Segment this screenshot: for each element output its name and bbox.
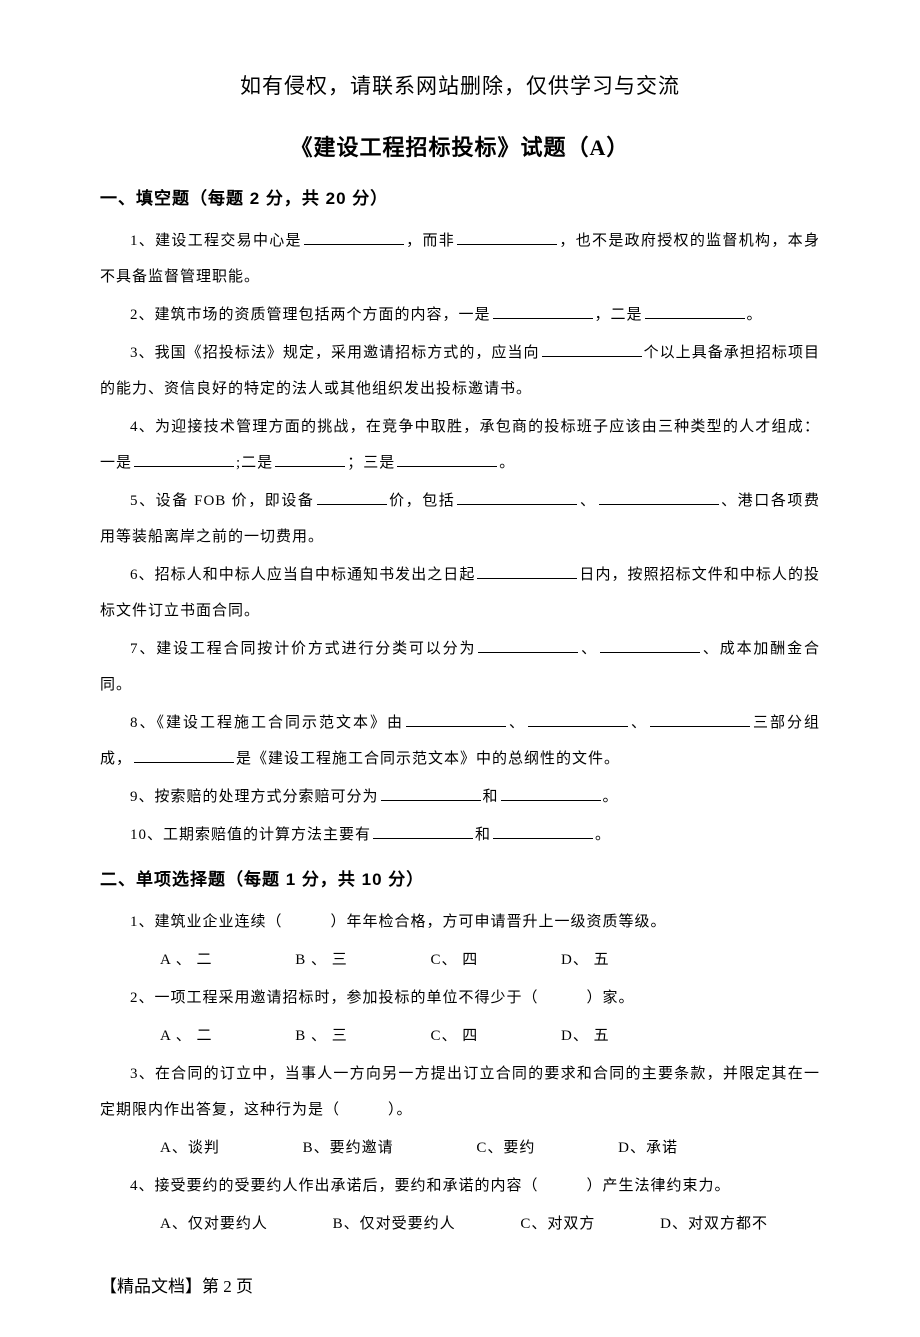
blank <box>134 452 234 467</box>
q5-text-b: 价，包括 <box>389 493 456 509</box>
q9-text-c: 。 <box>603 789 619 805</box>
q5-text-a: 5、设备 FOB 价，即设备 <box>130 493 315 509</box>
blank <box>493 304 593 319</box>
blank <box>542 342 642 357</box>
blank <box>528 712 628 727</box>
q7-text-a: 7、建设工程合同按计价方式进行分类可以分为 <box>130 641 476 657</box>
choice-d: D、 五 <box>531 1018 610 1054</box>
s2-q1: 1、建筑业企业连续（ ）年年检合格，方可申请晋升上一级资质等级。 <box>100 904 820 940</box>
blank <box>477 564 577 579</box>
q4-text-b: ;二是 <box>236 455 273 471</box>
choice-a: A 、 二 <box>130 942 213 978</box>
s2-q1-choices: A 、 二 B 、 三 C、 四 D、 五 <box>100 942 820 978</box>
choice-a: A、仅对要约人 <box>130 1206 268 1242</box>
q2: 2、建筑市场的资质管理包括两个方面的内容，一是 ，二是 。 <box>100 297 820 333</box>
q5: 5、设备 FOB 价，即设备价，包括、、港口各项费用等装船离岸之前的一切费用。 <box>100 483 820 555</box>
copyright-notice: 如有侵权，请联系网站删除，仅供学习与交流 <box>100 70 820 100</box>
blank <box>397 452 497 467</box>
q8-text-b: 、 <box>508 715 526 731</box>
q8-text-a: 8、《建设工程施工合同示范文本》由 <box>130 715 404 731</box>
blank <box>304 230 404 245</box>
choice-b: B 、 三 <box>265 1018 348 1054</box>
choice-d: D、 五 <box>531 942 610 978</box>
q8-text-c: 、 <box>630 715 648 731</box>
q2-text-a: 2、建筑市场的资质管理包括两个方面的内容，一是 <box>130 307 491 323</box>
s2-q4: 4、接受要约的受要约人作出承诺后，要约和承诺的内容（ ）产生法律约束力。 <box>100 1168 820 1204</box>
choice-d: D、对双方都不 <box>630 1206 768 1242</box>
choice-c: C、 四 <box>401 942 479 978</box>
q2-text-c: 。 <box>747 307 763 323</box>
section-1-body: 1、建设工程交易中心是，而非，也不是政府授权的监督机构，本身不具备监督管理职能。… <box>100 223 820 853</box>
choice-b: B、仅对受要约人 <box>303 1206 456 1242</box>
choice-b: B、要约邀请 <box>273 1130 394 1166</box>
choice-b: B 、 三 <box>265 942 348 978</box>
choice-c: C、 四 <box>401 1018 479 1054</box>
s2-q2: 2、一项工程采用邀请招标时，参加投标的单位不得少于（ ）家。 <box>100 980 820 1016</box>
blank <box>650 712 750 727</box>
q10-text-b: 和 <box>475 827 491 843</box>
blank <box>457 490 577 505</box>
q9: 9、按索赔的处理方式分索赔可分为 和 。 <box>100 779 820 815</box>
blank <box>406 712 506 727</box>
blank <box>599 490 719 505</box>
blank <box>457 230 557 245</box>
section-2-heading: 二、单项选择题（每题 1 分，共 10 分） <box>100 865 820 890</box>
q1: 1、建设工程交易中心是，而非，也不是政府授权的监督机构，本身不具备监督管理职能。 <box>100 223 820 295</box>
q8: 8、《建设工程施工合同示范文本》由、、三部分组成，是《建设工程施工合同示范文本》… <box>100 705 820 777</box>
q10-text-c: 。 <box>595 827 611 843</box>
choice-d: D、承诺 <box>588 1130 678 1166</box>
choice-c: C、要约 <box>446 1130 535 1166</box>
blank <box>373 824 473 839</box>
q7: 7、建设工程合同按计价方式进行分类可以分为、、成本加酬金合同。 <box>100 631 820 703</box>
section-1-heading: 一、填空题（每题 2 分，共 20 分） <box>100 184 820 209</box>
q6-text-a: 6、招标人和中标人应当自中标通知书发出之日起 <box>130 567 475 583</box>
q3-text-a: 3、我国《招投标法》规定，采用邀请招标方式的，应当向 <box>130 345 540 361</box>
blank <box>501 786 601 801</box>
q7-text-b: 、 <box>580 641 598 657</box>
blank <box>600 638 700 653</box>
q10: 10、工期索赔值的计算方法主要有 和 。 <box>100 817 820 853</box>
s2-q2-choices: A 、 二 B 、 三 C、 四 D、 五 <box>100 1018 820 1054</box>
s2-q3: 3、在合同的订立中，当事人一方向另一方提出订立合同的要求和合同的主要条款，并限定… <box>100 1056 820 1128</box>
q9-text-b: 和 <box>483 789 499 805</box>
section-2-body: 1、建筑业企业连续（ ）年年检合格，方可申请晋升上一级资质等级。 A 、 二 B… <box>100 904 820 1242</box>
q10-text-a: 10、工期索赔值的计算方法主要有 <box>130 827 371 843</box>
choice-a: A、谈判 <box>130 1130 220 1166</box>
s2-q3-choices: A、谈判 B、要约邀请 C、要约 D、承诺 <box>100 1130 820 1166</box>
blank <box>381 786 481 801</box>
q2-text-b: ，二是 <box>595 307 643 323</box>
exam-title: 《建设工程招标投标》试题（A） <box>100 130 820 162</box>
page-footer: 【精品文档】第 2 页 <box>100 1272 820 1297</box>
q4-text-c: ；三是 <box>347 455 395 471</box>
q1-text-a: 1、建设工程交易中心是 <box>130 233 302 249</box>
s2-q4-choices: A、仅对要约人 B、仅对受要约人 C、对双方 D、对双方都不 <box>100 1206 820 1242</box>
q3: 3、我国《招投标法》规定，采用邀请招标方式的，应当向个以上具备承担招标项目的能力… <box>100 335 820 407</box>
q8-text-e: 是《建设工程施工合同示范文本》中的总纲性的文件。 <box>236 751 620 767</box>
choice-c: C、对双方 <box>490 1206 595 1242</box>
blank <box>478 638 578 653</box>
blank <box>493 824 593 839</box>
q4-text-d: 。 <box>499 455 515 471</box>
document-page: 如有侵权，请联系网站删除，仅供学习与交流 《建设工程招标投标》试题（A） 一、填… <box>0 0 920 1337</box>
q1-text-b: ，而非 <box>406 233 455 249</box>
choice-a: A 、 二 <box>130 1018 213 1054</box>
blank <box>317 490 387 505</box>
q4: 4、为迎接技术管理方面的挑战，在竞争中取胜，承包商的投标班子应该由三种类型的人才… <box>100 409 820 481</box>
blank <box>134 748 234 763</box>
q5-text-c: 、 <box>579 493 596 509</box>
q6: 6、招标人和中标人应当自中标通知书发出之日起日内，按照招标文件和中标人的投标文件… <box>100 557 820 629</box>
q9-text-a: 9、按索赔的处理方式分索赔可分为 <box>130 789 379 805</box>
blank <box>645 304 745 319</box>
blank <box>275 452 345 467</box>
